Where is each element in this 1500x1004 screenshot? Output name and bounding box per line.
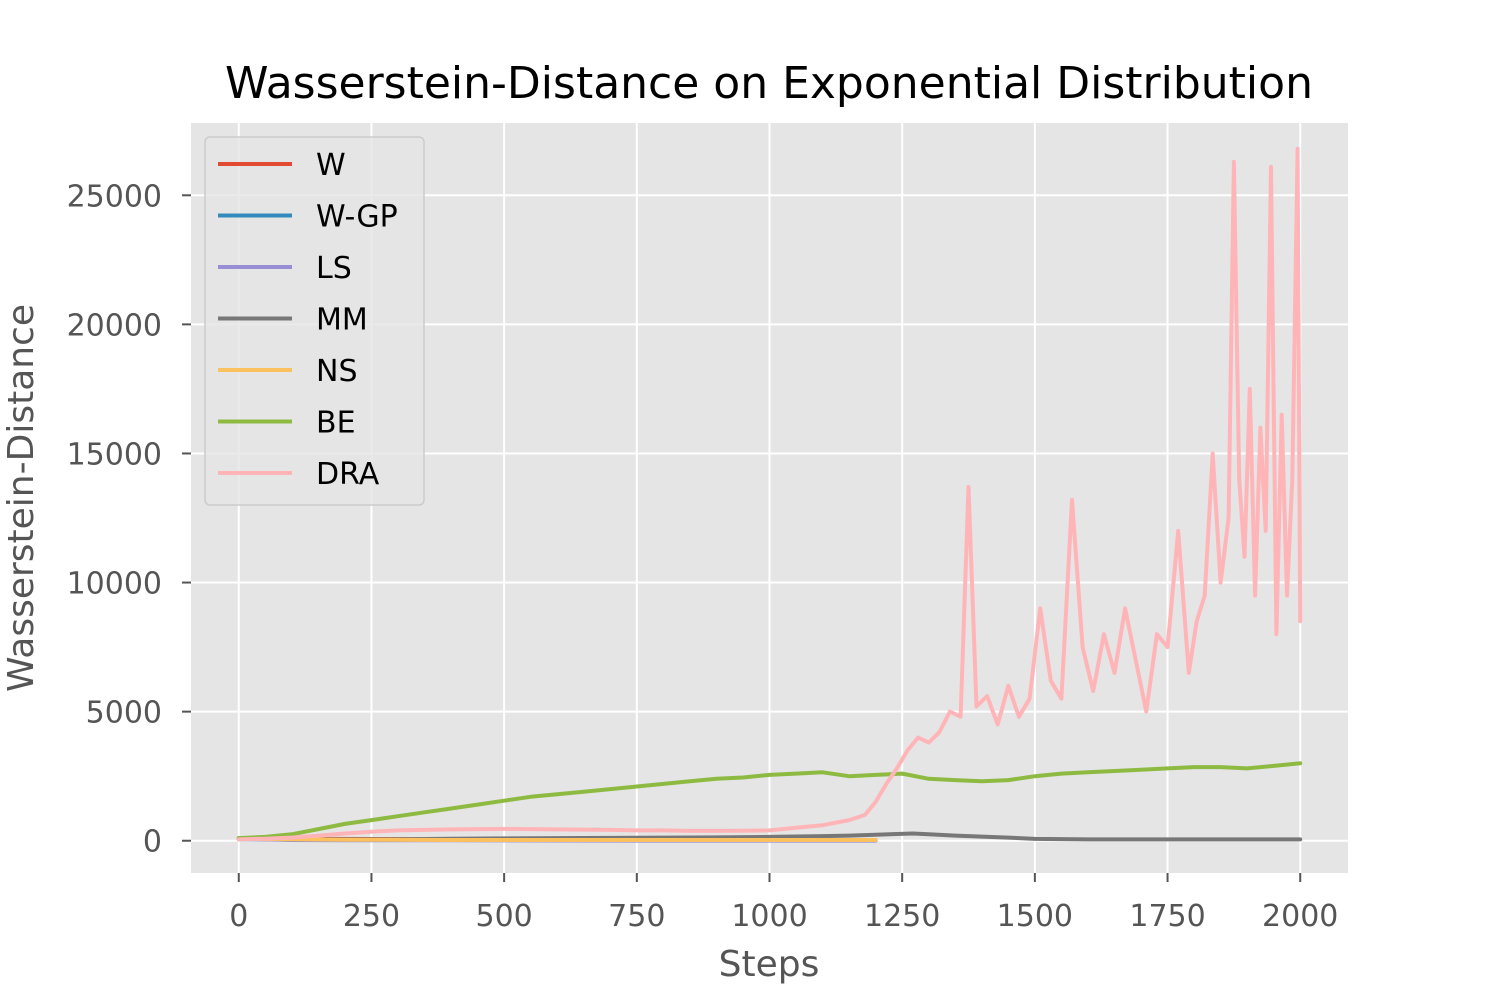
- legend-label: BE: [316, 406, 356, 441]
- y-axis-label: Wasserstein-Distance: [1, 304, 42, 692]
- x-axis-label: Steps: [719, 944, 820, 985]
- series-line-dra: [236, 146, 1303, 842]
- series-layer: [236, 146, 1303, 843]
- x-tick-label: 2000: [1262, 899, 1338, 934]
- x-tick-label: 500: [476, 899, 533, 934]
- chart-title: Wasserstein-Distance on Exponential Dist…: [225, 58, 1313, 109]
- legend-label: NS: [316, 354, 357, 389]
- y-tick-label: 20000: [67, 308, 162, 343]
- y-tick-label: 5000: [86, 696, 162, 731]
- y-tick-label: 0: [143, 825, 162, 860]
- x-tick-label: 0: [229, 899, 248, 934]
- y-tick-label: 25000: [67, 179, 162, 214]
- legend: W W-GP LS MM NS BE DRA: [204, 136, 425, 506]
- x-tick-label: 1250: [864, 899, 940, 934]
- x-tick-label: 1750: [1129, 899, 1205, 934]
- legend-label: W: [316, 148, 346, 183]
- x-axis: 0 250 500 750 1000 1250 1500 1750 2000: [229, 873, 1338, 934]
- legend-label: DRA: [316, 457, 380, 492]
- legend-label: MM: [316, 303, 368, 338]
- legend-label: LS: [316, 251, 352, 286]
- x-tick-label: 750: [608, 899, 665, 934]
- x-tick-label: 1500: [997, 899, 1073, 934]
- y-tick-label: 10000: [67, 567, 162, 602]
- series-line-ns: [236, 836, 878, 842]
- legend-box: [204, 136, 425, 506]
- legend-label: W-GP: [316, 200, 398, 235]
- x-tick-label: 1000: [731, 899, 807, 934]
- series-line-be: [236, 761, 1303, 841]
- y-tick-label: 15000: [67, 437, 162, 472]
- x-tick-label: 250: [343, 899, 400, 934]
- y-axis: 0 5000 10000 15000 20000 25000: [67, 179, 191, 860]
